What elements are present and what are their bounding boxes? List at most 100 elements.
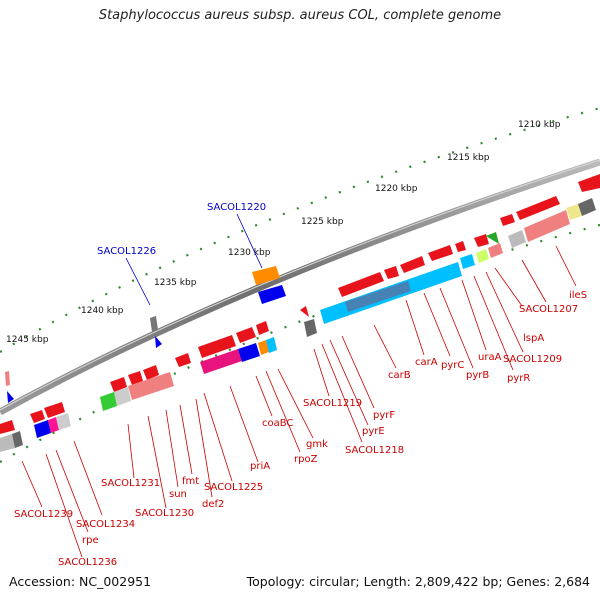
gene-block [200,349,242,374]
forward-strand-features [0,174,600,434]
gene-arrow [44,402,65,418]
gene-arrow [30,410,45,423]
gene-block [34,420,51,438]
label-SACOL1219: SACOL1219 [303,398,362,409]
scale-label-1215: 1215 kbp [447,153,490,163]
label-sun: sun [169,489,187,500]
gene-block [460,254,475,269]
label-pyrR: pyrR [507,373,530,384]
gene-block [258,340,269,355]
gene-block [508,230,526,248]
scale-label-1210: 1210 kbp [518,120,561,130]
gene-block [476,249,489,263]
label-SACOL1234: SACOL1234 [76,519,135,530]
label-ileS: ileS [569,290,587,301]
label-SACOL1209: SACOL1209 [503,354,562,365]
gene-arrow [300,306,309,317]
label-pyrC: pyrC [441,360,464,371]
blue-leader-lines [125,213,263,306]
label-pyrB: pyrB [466,370,489,381]
gene-block [566,204,582,220]
inner-scale-ring [0,223,600,463]
gene-block [0,434,15,452]
label-gmk: gmk [306,439,328,450]
gene-arrow [486,232,499,244]
scale-label-1225: 1225 kbp [301,217,344,227]
gene-arrow-carB [338,272,384,297]
gene-arrow [0,420,15,434]
gene-arrow [578,174,600,192]
map-title: Staphylococcus aureus subsp. aureus COL,… [98,8,502,23]
gene-block [345,281,411,312]
gene-block [150,316,158,332]
label-SACOL1230: SACOL1230 [135,508,194,519]
gene-block [266,337,277,353]
gene-arrow [455,241,466,252]
label-carA: carA [415,357,438,368]
gene-arrow-priA [198,335,236,358]
label-SACOL1226: SACOL1226 [97,246,156,257]
gene-block [12,431,23,448]
label-SACOL1218: SACOL1218 [345,445,404,456]
scale-label-1235: 1235 kbp [154,278,197,288]
feature-labels: ileS SACOL1207 lspA SACOL1209 pyrR uraA … [14,290,587,568]
gene-arrow [143,365,159,380]
label-rpoZ: rpoZ [294,454,318,465]
gene-block [114,387,131,406]
genome-backbone [0,158,600,416]
gene-arrow [256,321,269,335]
gene-block [238,343,260,362]
label-lspA: lspA [523,333,544,344]
gene-arrow [5,371,10,386]
scale-label-1245: 1245 kbp [6,335,49,345]
gene-block [56,413,71,430]
label-SACOL1207: SACOL1207 [519,304,578,315]
label-coaBC: coaBC [262,418,293,429]
gene-arrow [128,371,143,385]
gene-arrow [500,214,515,226]
label-leader-lines [21,245,577,558]
label-SACOL1239: SACOL1239 [14,509,73,520]
gene-arrow [474,234,489,247]
label-rpe: rpe [82,535,99,546]
gene-arrow [155,336,162,348]
gene-block [128,372,174,400]
scale-label-1240: 1240 kbp [81,306,124,316]
gene-arrow-ileS [516,196,560,220]
gene-block [100,392,117,411]
gene-arrow-SACOL1220 [252,266,280,285]
gene-arrow [175,353,191,367]
label-SACOL1220: SACOL1220 [207,202,266,213]
gene-arrow [236,327,256,343]
gene-block [578,198,596,216]
gene-block [304,319,317,337]
label-SACOL1231: SACOL1231 [101,478,160,489]
label-carB: carB [388,370,411,381]
gene-arrow [110,377,127,392]
gene-block [48,417,59,433]
label-pyrF: pyrF [373,410,395,421]
gene-arrow [384,266,399,279]
gene-arrow-pyrC [428,245,453,261]
label-SACOL1236: SACOL1236 [58,557,117,568]
scale-label-1220: 1220 kbp [375,184,418,194]
label-priA: priA [250,461,270,472]
scale-labels: 1210 kbp 1215 kbp 1220 kbp 1225 kbp 1230… [6,120,561,345]
accession-text: Accession: NC_002951 [9,574,152,589]
gene-arrow-carA [400,256,425,273]
blue-feature-labels: SACOL1220 SACOL1226 [97,202,266,257]
label-uraA: uraA [478,352,502,363]
gene-arrow-SACOL1220-blue [258,285,286,304]
topology-text: Topology: circular; Length: 2,809,422 bp… [246,574,590,589]
label-def2: def2 [202,499,224,510]
gene-arrow [7,391,14,403]
label-fmt: fmt [182,476,199,487]
label-SACOL1225: SACOL1225 [204,482,263,493]
gene-block [524,210,570,242]
label-pyrE: pyrE [362,426,385,437]
gene-block [488,243,503,258]
scale-label-1230: 1230 kbp [228,248,271,258]
reverse-strand-features [0,198,596,452]
